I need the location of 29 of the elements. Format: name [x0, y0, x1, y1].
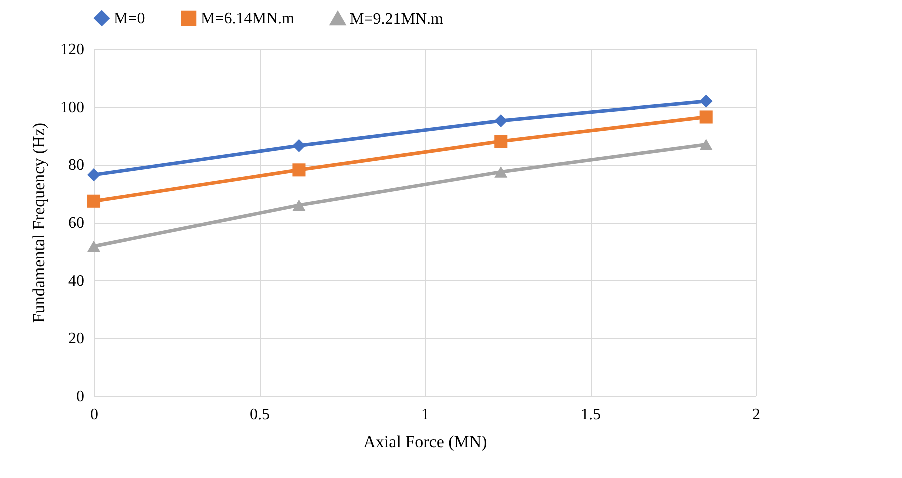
y-axis-title: Fundamental Frequency (Hz)	[30, 122, 48, 324]
point	[494, 114, 508, 128]
x-tick-label: 2	[752, 406, 760, 424]
legend-label: M=9.21MN.m	[350, 10, 444, 28]
point	[87, 240, 101, 252]
x-tick-label: 0.5	[250, 406, 270, 424]
point	[700, 139, 713, 150]
point	[292, 139, 306, 152]
point	[700, 110, 713, 124]
y-tick-label: 0	[76, 388, 84, 406]
legend-label: M=6.14MN.m	[201, 10, 296, 28]
y-tick-label: 20	[68, 330, 84, 348]
y-tick-label: 120	[60, 42, 84, 58]
y-tick-label: 40	[68, 272, 84, 290]
x-axis-title: Axial Force (MN)	[364, 432, 488, 452]
legend-label: M=0	[114, 10, 146, 28]
point	[292, 200, 306, 212]
x-tick-label: 1	[422, 406, 430, 424]
point	[494, 166, 508, 178]
point	[87, 168, 101, 182]
point	[87, 194, 101, 208]
x-tick-label: 1.5	[581, 406, 601, 424]
y-tick-label: 60	[68, 215, 84, 232]
y-tick-label: 80	[68, 157, 84, 174]
y-tick-label: 100	[60, 99, 84, 116]
x-tick-label: 0	[90, 406, 98, 424]
point	[292, 164, 306, 177]
point	[494, 135, 508, 148]
point	[700, 94, 713, 108]
